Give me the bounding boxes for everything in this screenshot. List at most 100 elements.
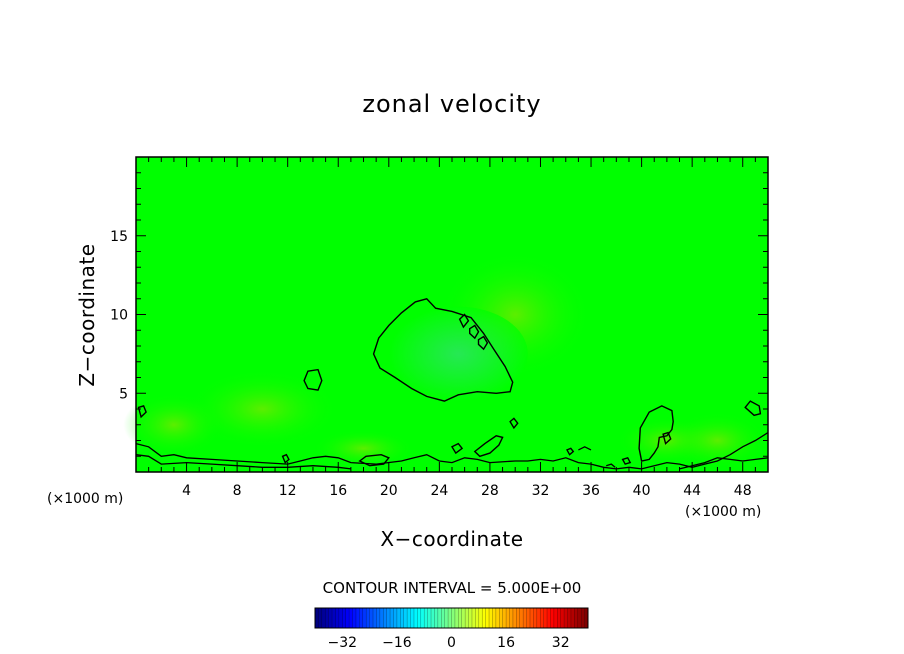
- colorbar-bin: [512, 608, 517, 628]
- colorbar-bin: [342, 608, 347, 628]
- colorbar-bin: [557, 608, 561, 628]
- colorbar-tick-label: 32: [552, 635, 570, 651]
- contour-line: [621, 456, 632, 465]
- colorbar-bin: [321, 608, 326, 628]
- colorbar-bin: [410, 608, 415, 628]
- x-tick-label: 28: [481, 483, 499, 499]
- colorbar-tick-label: 0: [447, 635, 456, 651]
- y-tick-label: 15: [110, 229, 128, 245]
- colorbar-bin: [461, 608, 466, 628]
- colorbar-bin: [403, 608, 408, 628]
- colorbar-bin: [468, 608, 473, 628]
- colorbar-bin: [516, 608, 521, 628]
- contour-line: [509, 417, 519, 430]
- field-shading-region: [388, 306, 528, 402]
- colorbar-bin: [526, 608, 531, 628]
- colorbar-tick-label: 16: [497, 635, 515, 651]
- colorbar-bin: [475, 608, 480, 628]
- colorbar-bin: [581, 608, 585, 628]
- contour-line: [473, 435, 504, 458]
- colorbar-bin: [407, 608, 411, 628]
- contour-line: [137, 405, 147, 419]
- colorbar-frame: [314, 607, 589, 629]
- contour-line: [303, 368, 323, 391]
- contour-line: [679, 457, 769, 470]
- field-shading-region: [666, 412, 768, 469]
- colorbar-bin: [547, 608, 551, 628]
- colorbar-bin: [560, 608, 565, 628]
- colorbar-bin: [533, 608, 538, 628]
- x-tick-label: 24: [430, 483, 448, 499]
- colorbar-bin: [338, 608, 343, 628]
- colorbar-bin: [543, 608, 548, 628]
- colorbar-bin: [328, 608, 333, 628]
- colorbar-bin: [349, 608, 353, 628]
- colorbar-bin: [506, 608, 510, 628]
- x-tick-label: 12: [279, 483, 297, 499]
- contour-line: [458, 313, 470, 329]
- colorbar-bin: [335, 608, 340, 628]
- colorbar-bin: [485, 608, 490, 628]
- x-tick-label: 16: [329, 483, 347, 499]
- contour-line: [638, 405, 674, 462]
- contour-line: [451, 442, 464, 455]
- colorbar-bin: [577, 608, 582, 628]
- colorbar-bin: [400, 608, 405, 628]
- colorbar-bin: [471, 608, 476, 628]
- colorbar-bin: [434, 608, 439, 628]
- colorbar-bin: [373, 608, 377, 628]
- colorbar-bin: [492, 608, 497, 628]
- chart-title: zonal velocity: [362, 90, 541, 118]
- colorbar-bin: [482, 608, 486, 628]
- colorbar-bin: [437, 608, 442, 628]
- contour-line: [566, 447, 575, 456]
- x-tick-label: 4: [182, 483, 191, 499]
- x-unit-label-left: (×1000 m): [47, 491, 123, 507]
- colorbar-tick-label: −32: [328, 635, 358, 651]
- colorbar-bin: [489, 608, 493, 628]
- colorbar-bin: [458, 608, 463, 628]
- colorbar-bin: [417, 608, 422, 628]
- contour-line: [606, 463, 616, 468]
- colorbar-bin: [441, 608, 445, 628]
- colorbar-bin: [519, 608, 524, 628]
- colorbar-bin: [318, 608, 323, 628]
- colorbar-bin: [345, 608, 350, 628]
- colorbar-bin: [352, 608, 357, 628]
- x-tick-label: 44: [683, 483, 701, 499]
- x-tick-label: 20: [380, 483, 398, 499]
- colorbar-bin: [431, 608, 435, 628]
- colorbar-bin: [359, 608, 364, 628]
- x-tick-label: 8: [233, 483, 242, 499]
- colorbar-bin: [379, 608, 384, 628]
- colorbar-bin: [369, 608, 374, 628]
- colorbar-bin: [509, 608, 514, 628]
- colorbar-bin: [420, 608, 425, 628]
- colorbar-bin: [390, 608, 394, 628]
- contour-line: [281, 453, 290, 464]
- contour-line: [372, 298, 514, 402]
- contour-line: [578, 446, 592, 451]
- x-tick-label: 32: [532, 483, 550, 499]
- y-tick-label: 5: [119, 386, 128, 402]
- colorbar-bin: [564, 608, 568, 628]
- contour-line: [469, 324, 480, 340]
- colorbar-bin: [424, 608, 428, 628]
- x-tick-label: 48: [734, 483, 752, 499]
- colorbar-bin: [427, 608, 432, 628]
- colorbar-bin: [362, 608, 367, 628]
- colorbar-bin: [355, 608, 360, 628]
- x-unit-label-right: (×1000 m): [685, 504, 761, 520]
- field-shading-region: [123, 393, 225, 457]
- colorbar-bin: [325, 608, 329, 628]
- colorbar-bin: [536, 608, 541, 628]
- colorbar-bin: [396, 608, 401, 628]
- colorbar-bin: [465, 608, 469, 628]
- colorbar-bin: [444, 608, 449, 628]
- colorbar-tick-label: −16: [382, 635, 412, 651]
- colorbar-bin: [386, 608, 391, 628]
- contour-line: [135, 432, 769, 470]
- contour-interval-text: CONTOUR INTERVAL = 5.000E+00: [323, 579, 582, 597]
- colorbar-bin: [393, 608, 398, 628]
- colorbar-bin: [523, 608, 527, 628]
